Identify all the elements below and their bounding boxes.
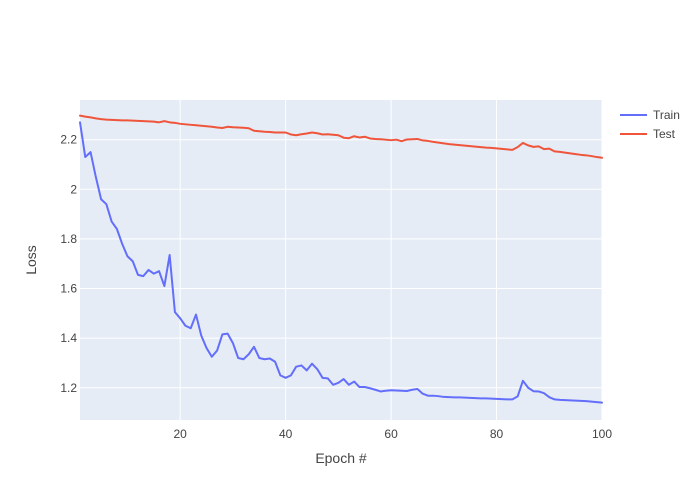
series-lines xyxy=(79,114,603,404)
x-tick-label: 20 xyxy=(174,427,188,441)
series-line-train xyxy=(79,121,603,404)
x-tick-label: 80 xyxy=(490,427,504,441)
x-tick-label: 40 xyxy=(279,427,293,441)
x-tick-labels: 20 40 60 80 100 xyxy=(174,427,613,441)
legend-label-test[interactable]: Test xyxy=(653,127,676,141)
y-tick-label: 1.6 xyxy=(60,282,77,296)
y-tick-label: 2.2 xyxy=(60,133,77,147)
y-gridlines xyxy=(80,139,602,389)
series-line-test xyxy=(79,114,603,159)
x-tick-label: 100 xyxy=(592,427,612,441)
legend-label-train[interactable]: Train xyxy=(653,108,680,122)
y-tick-label: 2 xyxy=(70,182,77,196)
x-gridlines xyxy=(179,100,603,420)
y-tick-label: 1.8 xyxy=(60,232,77,246)
x-tick-label: 60 xyxy=(384,427,398,441)
y-tick-label: 1.4 xyxy=(60,331,77,345)
plot-background xyxy=(80,100,602,420)
y-tick-labels: 1.2 1.4 1.6 1.8 2 2.2 xyxy=(60,133,77,395)
y-tick-label: 1.2 xyxy=(60,381,77,395)
x-axis-title: Epoch # xyxy=(315,450,367,466)
legend[interactable]: Train Test xyxy=(620,108,680,141)
y-axis-title: Loss xyxy=(23,245,39,275)
